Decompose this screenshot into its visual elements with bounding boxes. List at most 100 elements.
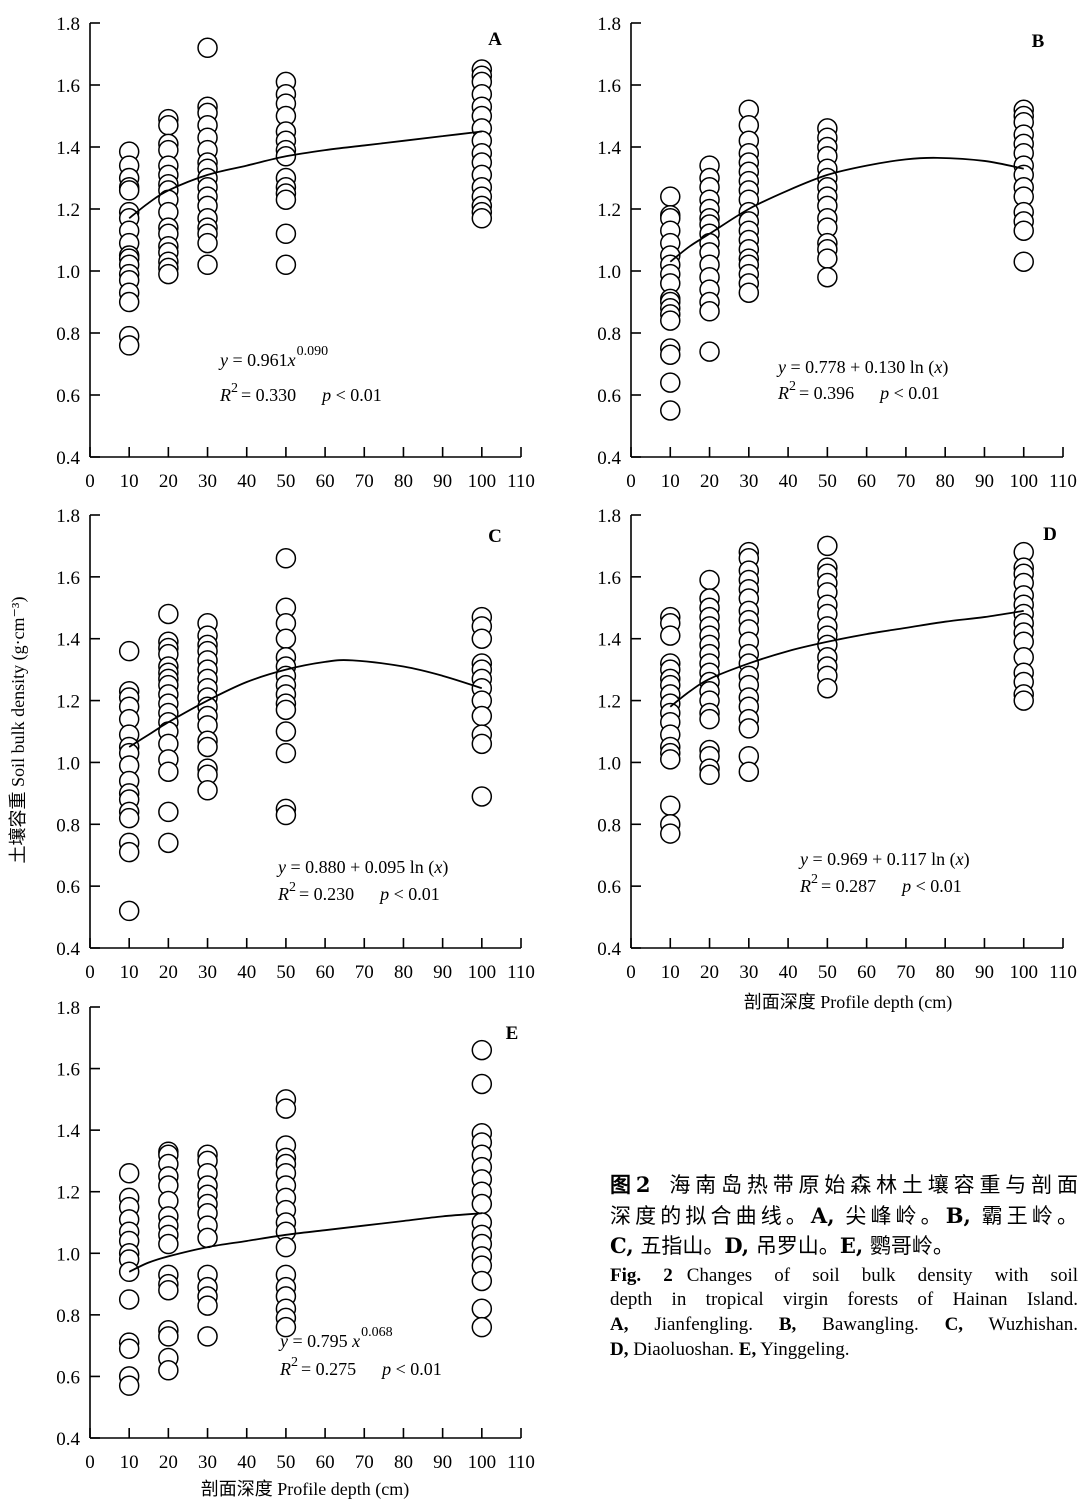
x-tick-label: 40 — [237, 962, 256, 983]
fit-equation: y = 0.795 x0.068 — [278, 1325, 393, 1351]
y-tick-label: 0.6 — [56, 1367, 80, 1388]
data-point — [471, 1073, 493, 1095]
caption-text: Changes of soil bulk density with soil — [686, 1264, 1078, 1286]
x-tick-label: 30 — [198, 1452, 217, 1473]
x-tick-label: 30 — [739, 962, 758, 983]
data-point — [197, 1295, 218, 1316]
y-tick-label: 1.2 — [56, 200, 80, 221]
x-tick-label: 100 — [468, 471, 497, 492]
data-point — [118, 1375, 140, 1396]
panel-key: E, — [738, 1338, 757, 1360]
x-tick-label: 50 — [818, 962, 837, 983]
data-point — [275, 548, 297, 569]
x-axis-title: 剖面深度 Profile depth (cm) — [744, 992, 952, 1013]
y-tick-label: 0.4 — [56, 448, 80, 469]
x-tick-label: 110 — [507, 1452, 535, 1473]
panel-label: E — [506, 1023, 519, 1044]
x-tick-label: 10 — [120, 471, 139, 492]
fit-statistics: R2 = 0.275 p < 0.01 — [279, 1355, 442, 1379]
panel-key: B, — [778, 1313, 797, 1335]
data-point — [275, 721, 297, 742]
data-point — [158, 1360, 179, 1381]
data-point — [817, 248, 838, 269]
data-point — [817, 266, 838, 288]
y-tick-label: 1.4 — [597, 630, 621, 651]
data-point — [471, 733, 493, 755]
x-tick-label: 70 — [355, 962, 374, 983]
data-point — [1013, 220, 1034, 241]
data-point — [275, 1316, 297, 1338]
caption-line: C, 五指山。D, 吊罗山。E, 鹦哥岭。 — [610, 1231, 1078, 1262]
data-point — [275, 804, 297, 826]
data-point — [118, 291, 140, 313]
r-squared-exponent: 2 — [291, 1355, 298, 1370]
p-value: p < 0.01 — [380, 1359, 442, 1379]
panel-key: C, — [944, 1313, 964, 1335]
x-tick-label: 20 — [159, 471, 178, 492]
data-point — [275, 1236, 297, 1258]
data-point — [471, 1270, 493, 1292]
data-point — [158, 801, 179, 823]
y-tick-label: 1.8 — [597, 14, 621, 35]
panel-key: E, — [839, 1233, 864, 1258]
y-tick-label: 1.6 — [56, 568, 80, 589]
y-tick-label: 1.2 — [597, 692, 621, 713]
data-point — [275, 699, 297, 721]
panel-c: 0.4 0.6 0.8 1.0 1.2 1.4 1.6 1.8 0 10 20 30 40 50 60 70 8… — [56, 506, 535, 983]
y-axis-title: 土壤容重 Soil bulk density (g·cm⁻³) — [8, 597, 29, 864]
data-point — [817, 677, 838, 699]
p-value: p < 0.01 — [878, 383, 940, 403]
data-point — [197, 1227, 218, 1249]
y-tick-label: 0.8 — [56, 1306, 80, 1327]
data-point — [471, 1039, 493, 1061]
x-tick-label: 110 — [507, 471, 535, 492]
data-point — [158, 1233, 179, 1255]
site-name: 五指山。 — [640, 1234, 725, 1258]
x-tick-label: 0 — [85, 1452, 95, 1473]
data-point — [275, 254, 297, 276]
x-tick-label: 20 — [700, 962, 719, 983]
figure-caption: 图2 海南岛热带原始森林土壤容重与剖面 深度的拟合曲线。A, 尖峰岭。B, 霸王岭… — [610, 1170, 1078, 1362]
x-tick-label: 100 — [1009, 962, 1038, 983]
fit-statistics: R2 = 0.230 p < 0.01 — [277, 880, 440, 904]
y-tick-label: 0.6 — [56, 386, 80, 407]
data-point — [197, 232, 218, 254]
x-tick-label: 90 — [975, 471, 994, 492]
fit-curve — [669, 609, 1024, 708]
data-point — [817, 535, 838, 557]
equation-text: y = 0.961x — [218, 350, 296, 370]
equation-text: y = 0.880 + 0.095 ln (x) — [276, 857, 448, 878]
data-point — [738, 282, 760, 303]
fit-curve — [128, 130, 482, 220]
y-tick-label: 1.8 — [56, 506, 80, 527]
x-tick-label: 0 — [626, 962, 636, 983]
y-tick-label: 1.2 — [56, 1183, 80, 1204]
x-tick-label: 80 — [936, 471, 955, 492]
y-tick-label: 0.8 — [56, 815, 80, 836]
x-tick-label: 80 — [394, 471, 413, 492]
y-tick-label: 0.6 — [597, 386, 621, 407]
x-axis-title: 剖面深度 Profile depth (cm) — [201, 1479, 409, 1500]
y-tick-label: 0.8 — [597, 324, 621, 345]
y-tick-label: 1.0 — [597, 262, 621, 283]
x-tick-label: 100 — [468, 962, 497, 983]
data-point — [699, 764, 720, 786]
x-tick-label: 40 — [237, 1452, 256, 1473]
fit-curve — [669, 156, 1024, 263]
data-point — [660, 400, 681, 421]
r-squared-exponent: 2 — [811, 872, 818, 887]
x-tick-label: 0 — [626, 471, 636, 492]
caption-text: 深度的拟合曲线。 — [610, 1203, 811, 1228]
data-point — [660, 344, 681, 365]
panel-key: D, — [610, 1338, 629, 1360]
y-tick-label: 1.6 — [56, 1060, 80, 1081]
x-tick-label: 50 — [276, 962, 295, 983]
caption-line: Fig. 2 Changes of soil bulk density with … — [610, 1264, 1078, 1289]
y-tick-label: 1.0 — [56, 1244, 80, 1265]
panel-label: A — [488, 29, 502, 50]
x-tick-label: 70 — [896, 962, 915, 983]
x-tick-label: 10 — [120, 1452, 139, 1473]
x-tick-label: 30 — [739, 471, 758, 492]
x-tick-label: 60 — [316, 1452, 335, 1473]
r-squared-symbol: R — [219, 385, 231, 405]
